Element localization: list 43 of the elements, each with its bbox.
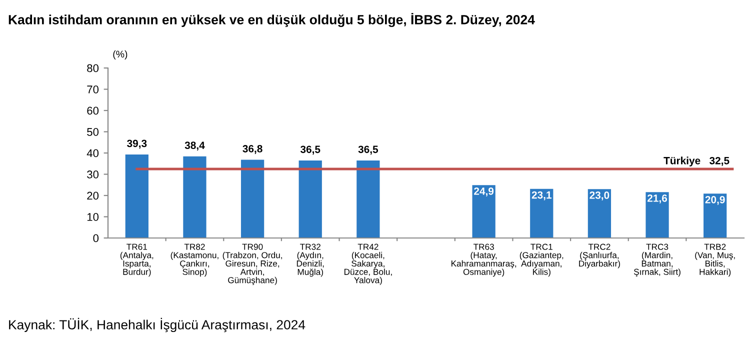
y-tick-label: 0 (93, 234, 99, 242)
y-tick-label: 50 (87, 128, 99, 136)
data-label: 36,8 (242, 145, 262, 154)
x-tick-label: TR90 (Trabzon, Ordu, Giresun, Rize, Artvin, Gümüşhane) (222, 244, 282, 285)
data-label: 23,0 (590, 192, 610, 200)
bar (472, 185, 496, 238)
y-tick-label: 80 (87, 64, 99, 72)
bar (183, 156, 206, 238)
bar (356, 160, 380, 238)
bar (125, 154, 148, 238)
y-tick-label: 20 (87, 192, 99, 200)
bar (530, 188, 554, 238)
y-axis-title: (%) (113, 50, 128, 60)
data-label: 24,9 (474, 187, 494, 196)
x-tick-label: TR61 (Antalya, Isparta, Burdur) (120, 244, 154, 277)
y-tick-label: 30 (87, 170, 99, 178)
bar (588, 189, 612, 238)
data-label: 23,1 (532, 191, 552, 200)
text: Kaynak: TÜİK, Hanehalkı İşgücü Araştırması, 2024 (9, 318, 306, 332)
x-tick-label: TR63 (Hatay, Kahramanmaraş, Osmaniye) (452, 244, 516, 277)
data-label: 36,5 (300, 146, 320, 155)
x-tick-label: TR42 (Kocaeli, Sakarya, Düzce, Bolu, Yalova) (344, 244, 392, 285)
y-tick-label: 10 (87, 213, 99, 221)
y-tick-label: 40 (86, 149, 99, 158)
bar (704, 194, 727, 238)
x-tick-label: TRB2 (Van, Muş, Bitlis, Hakkari) (695, 244, 735, 277)
bar (298, 160, 322, 238)
bar (646, 192, 669, 238)
x-tick-label: TRC3 (Mardin, Batman, Şırnak, Siirt) (634, 244, 680, 277)
data-label: 20,9 (705, 196, 725, 205)
data-label: 38,4 (184, 142, 205, 151)
x-tick-label: TRC1 (Gaziantep, Adıyaman, Kilis) (520, 244, 564, 277)
y-tick-label: 60 (87, 106, 99, 115)
x-tick-label: TR82 (Kastamonu, Çankırı, Sinop) (170, 244, 218, 277)
x-tick-label: TR32 (Aydın, Denizli, Muğla) (296, 244, 324, 277)
data-label: 36,5 (358, 146, 378, 155)
ref-line-label: Türkiye 32,5 (664, 156, 730, 166)
bar (240, 160, 264, 238)
chart-title: Kadın istihdam oranının en yüksek ve en düşük olduğu 5 bölge, İBBS 2. Düzey, 2024 (8, 12, 535, 28)
y-tick-label: 70 (87, 86, 99, 94)
data-label: 39,3 (127, 140, 147, 149)
x-tick-label: TRC2 (Şanlıurfa, Diyarbakır) (579, 244, 620, 268)
data-label: 21,6 (648, 194, 668, 204)
